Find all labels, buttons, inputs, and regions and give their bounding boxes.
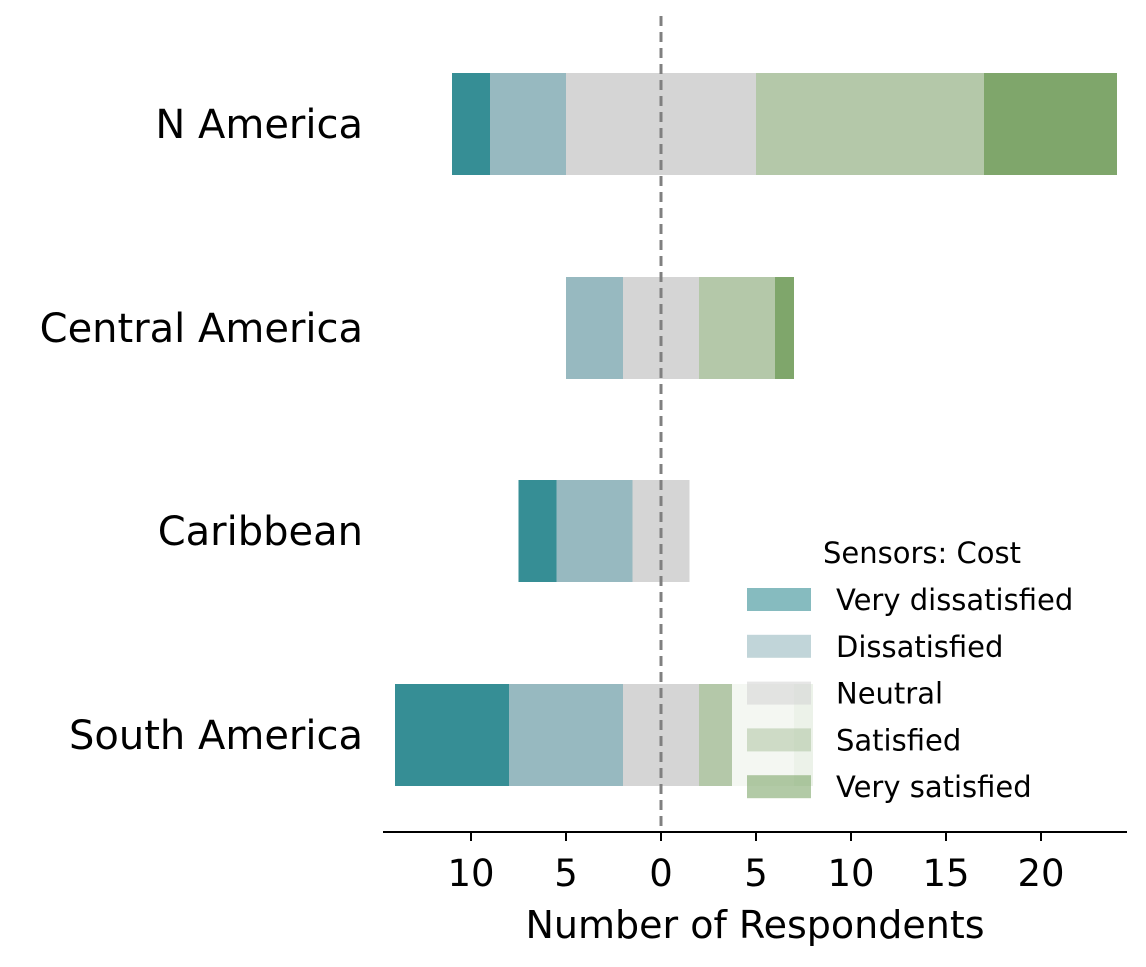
legend-swatch-dissatisfied (747, 634, 811, 658)
legend-title: Sensors: Cost (823, 536, 1021, 570)
bar-central-america-satisfied (699, 277, 775, 379)
x-tick-label: 15 (922, 852, 969, 895)
legend-label-dissatisfied: Dissatisfied (836, 630, 1003, 664)
x-tick-label: 20 (1017, 852, 1064, 895)
bar-n-america-dissatisfied (490, 73, 566, 175)
legend-background (732, 528, 1122, 816)
legend-swatch-very-satisfied (747, 775, 811, 799)
bar-south-america-very-dissatisfied (395, 684, 509, 786)
legend-label-satisfied: Satisfied (836, 723, 961, 757)
legend-label-very-satisfied: Very satisfied (836, 770, 1032, 804)
legend: Sensors: Cost Very dissatisfied Dissatisfi… (732, 528, 1122, 816)
x-axis: 10 5 0 5 10 15 20 (383, 831, 1127, 895)
bar-n-america-very-satisfied (984, 73, 1117, 175)
legend-label-very-dissatisfied: Very dissatisfied (836, 583, 1073, 617)
bars-layer (395, 73, 1117, 786)
category-label-south-america: South America (69, 713, 363, 759)
bar-south-america-dissatisfied (509, 684, 623, 786)
x-tick-label: 10 (447, 852, 494, 895)
x-tick-label: 10 (827, 852, 874, 895)
bar-n-america-very-dissatisfied (452, 73, 490, 175)
category-labels: N America Central America Caribbean South A… (40, 102, 363, 759)
legend-label-neutral: Neutral (836, 677, 943, 711)
bar-n-america-satisfied (756, 73, 984, 175)
x-axis-title: Number of Respondents (525, 903, 984, 947)
bar-caribbean-dissatisfied (556, 480, 633, 582)
x-tick-label: 5 (744, 852, 768, 895)
bar-central-america-very-satisfied (775, 277, 794, 379)
bar-caribbean-very-dissatisfied (518, 480, 557, 582)
bar-central-america-dissatisfied (566, 277, 623, 379)
category-label-n-america: N America (155, 102, 363, 148)
category-label-caribbean: Caribbean (158, 509, 363, 555)
category-label-central-america: Central America (40, 306, 363, 352)
legend-swatch-satisfied (747, 728, 811, 752)
x-tick-label: 5 (554, 852, 578, 895)
legend-swatch-neutral (747, 681, 811, 705)
x-tick-label: 0 (649, 852, 673, 895)
legend-swatch-very-dissatisfied (747, 588, 811, 611)
